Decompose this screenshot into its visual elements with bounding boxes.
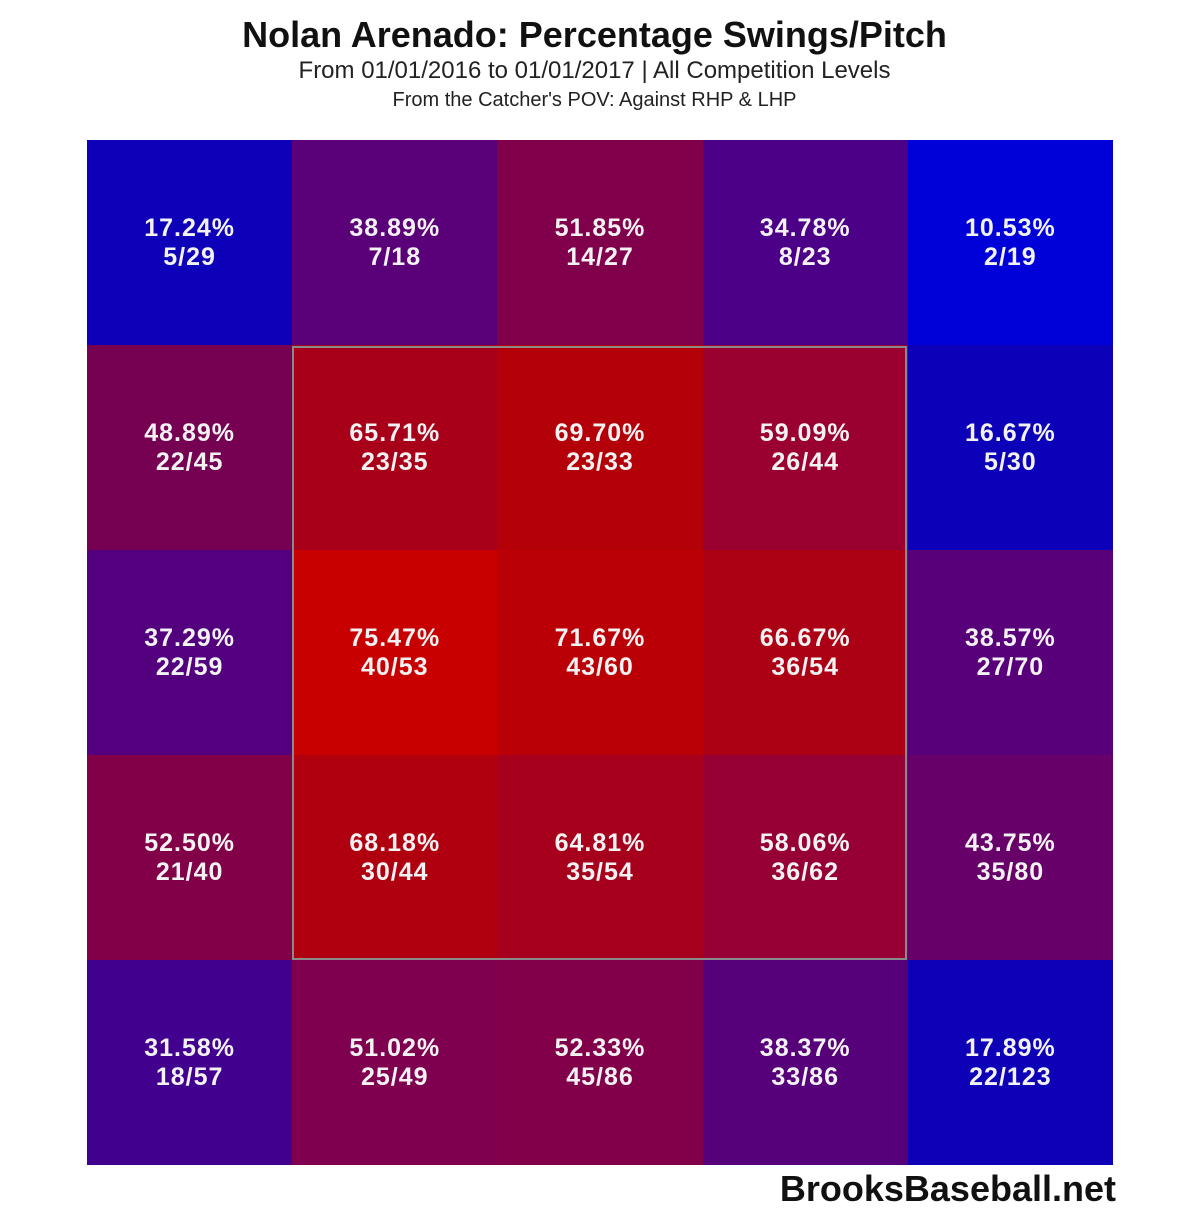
cell-fraction: 8/23 bbox=[778, 242, 832, 271]
heatmap-cell: 17.24% 5/29 bbox=[87, 140, 293, 345]
cell-percentage: 68.18% bbox=[349, 828, 441, 857]
heatmap-cell: 10.53% 2/19 bbox=[907, 140, 1113, 345]
heatmap-cell: 51.02% 25/49 bbox=[292, 960, 498, 1165]
cell-percentage: 75.47% bbox=[349, 623, 441, 652]
cell-fraction: 22/45 bbox=[155, 447, 224, 476]
cell-percentage: 17.89% bbox=[964, 1033, 1056, 1062]
cell-fraction: 5/30 bbox=[984, 447, 1037, 476]
cell-percentage: 48.89% bbox=[144, 418, 235, 447]
cell-fraction: 23/33 bbox=[566, 447, 634, 476]
heatmap-cell: 38.89% 7/18 bbox=[292, 140, 498, 345]
heatmap-cell: 52.50% 21/40 bbox=[87, 755, 293, 960]
cell-fraction: 26/44 bbox=[771, 447, 839, 476]
cell-fraction: 36/54 bbox=[771, 652, 839, 681]
cell-percentage: 66.67% bbox=[759, 623, 851, 652]
cell-fraction: 23/35 bbox=[361, 447, 429, 476]
chart-subtitle-pov: From the Catcher's POV: Against RHP & LH… bbox=[392, 89, 797, 111]
cell-fraction: 14/27 bbox=[566, 242, 634, 271]
cell-percentage: 34.78% bbox=[759, 213, 851, 242]
heatmap-cell: 59.09% 26/44 bbox=[702, 345, 908, 550]
heatmap-cell: 16.67% 5/30 bbox=[907, 345, 1113, 550]
heatmap-cell: 71.67% 43/60 bbox=[497, 550, 703, 755]
cell-percentage: 69.70% bbox=[554, 418, 646, 447]
cell-percentage: 64.81% bbox=[554, 828, 646, 857]
heatmap-cell: 58.06% 36/62 bbox=[702, 755, 908, 960]
cell-fraction: 35/54 bbox=[566, 857, 634, 886]
heatmap-cell: 38.37% 33/86 bbox=[702, 960, 908, 1165]
cell-fraction: 21/40 bbox=[155, 857, 224, 886]
cell-percentage: 17.24% bbox=[144, 213, 235, 242]
cell-fraction: 36/62 bbox=[771, 857, 839, 886]
cell-fraction: 5/29 bbox=[163, 242, 216, 271]
heatmap-cell: 43.75% 35/80 bbox=[907, 755, 1113, 960]
cell-percentage: 31.58% bbox=[144, 1033, 235, 1062]
heatmap-cell: 65.71% 23/35 bbox=[292, 345, 498, 550]
heatmap-cell: 51.85% 14/27 bbox=[497, 140, 703, 345]
heatmap-cell: 66.67% 36/54 bbox=[702, 550, 908, 755]
cell-percentage: 38.37% bbox=[759, 1033, 851, 1062]
cell-fraction: 33/86 bbox=[771, 1062, 839, 1091]
cell-fraction: 22/123 bbox=[969, 1062, 1052, 1091]
heatmap-cell: 37.29% 22/59 bbox=[87, 550, 293, 755]
heatmap-grid: 17.24% 5/29 38.89% 7/18 51.85% 14/27 34.78% 8/2… bbox=[87, 140, 1113, 1165]
heatmap-cell: 75.47% 40/53 bbox=[292, 550, 498, 755]
cell-fraction: 27/70 bbox=[976, 652, 1045, 681]
cell-percentage: 58.06% bbox=[759, 828, 851, 857]
cell-fraction: 18/57 bbox=[155, 1062, 224, 1091]
cell-percentage: 38.57% bbox=[964, 623, 1056, 652]
cell-percentage: 59.09% bbox=[759, 418, 851, 447]
cell-fraction: 45/86 bbox=[566, 1062, 634, 1091]
cell-fraction: 2/19 bbox=[984, 242, 1037, 271]
cell-fraction: 22/59 bbox=[155, 652, 224, 681]
heatmap-cell: 34.78% 8/23 bbox=[702, 140, 908, 345]
cell-fraction: 43/60 bbox=[566, 652, 634, 681]
chart-title: Nolan Arenado: Percentage Swings/Pitch bbox=[242, 14, 947, 55]
cell-percentage: 52.33% bbox=[554, 1033, 646, 1062]
cell-percentage: 10.53% bbox=[964, 213, 1056, 242]
cell-fraction: 40/53 bbox=[361, 652, 429, 681]
cell-fraction: 25/49 bbox=[361, 1062, 429, 1091]
cell-fraction: 30/44 bbox=[361, 857, 429, 886]
cell-percentage: 71.67% bbox=[554, 623, 646, 652]
heatmap-cell: 52.33% 45/86 bbox=[497, 960, 703, 1165]
cell-percentage: 51.02% bbox=[349, 1033, 441, 1062]
cell-percentage: 65.71% bbox=[349, 418, 441, 447]
site-credit: BrooksBaseball.net bbox=[779, 1168, 1116, 1209]
cell-percentage: 16.67% bbox=[964, 418, 1056, 447]
heatmap-cell: 31.58% 18/57 bbox=[87, 960, 293, 1165]
heatmap-cell: 38.57% 27/70 bbox=[907, 550, 1113, 755]
chart-subtitle: From 01/01/2016 to 01/01/2017 | All Comp… bbox=[298, 57, 891, 84]
heatmap-cell: 68.18% 30/44 bbox=[292, 755, 498, 960]
heatmap-cell: 48.89% 22/45 bbox=[87, 345, 293, 550]
cell-percentage: 37.29% bbox=[144, 623, 235, 652]
cell-fraction: 7/18 bbox=[368, 242, 422, 271]
cell-fraction: 35/80 bbox=[976, 857, 1045, 886]
heatmap-cell: 17.89% 22/123 bbox=[907, 960, 1113, 1165]
cell-percentage: 52.50% bbox=[144, 828, 235, 857]
cell-percentage: 51.85% bbox=[554, 213, 646, 242]
cell-percentage: 38.89% bbox=[349, 213, 441, 242]
heatmap-cell: 69.70% 23/33 bbox=[497, 345, 703, 550]
heatmap-cell: 64.81% 35/54 bbox=[497, 755, 703, 960]
cell-percentage: 43.75% bbox=[964, 828, 1056, 857]
